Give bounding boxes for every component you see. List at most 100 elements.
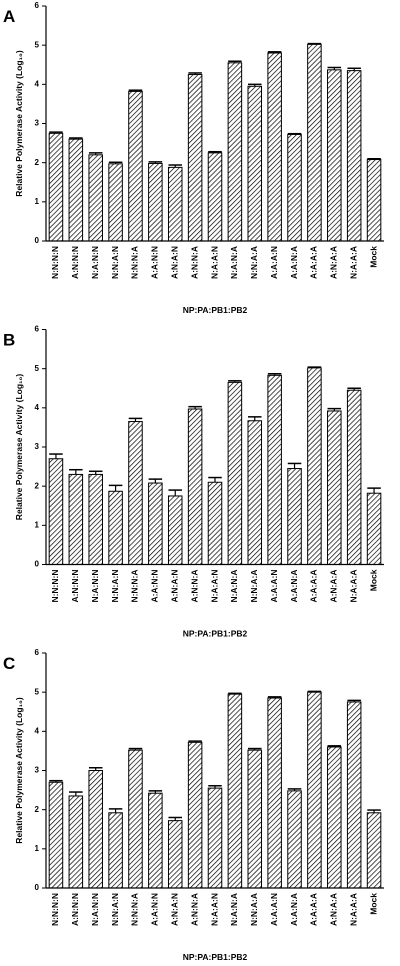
bar (287, 468, 302, 566)
y-tick-label: 1 (35, 197, 40, 206)
y-axis-label: Relative Polymerase Activity (Log₁₀) (14, 374, 24, 521)
x-tick-label: N:A:A:N (209, 246, 219, 279)
bar (287, 790, 302, 889)
bar (307, 367, 322, 566)
y-axis-label: Relative Polymerase Activity (Log₁₀) (14, 50, 24, 197)
error-bar (267, 696, 282, 699)
error-bar (128, 747, 143, 751)
x-tick-label: N:N:A:N (110, 893, 120, 926)
error-bar (208, 150, 222, 153)
bar (108, 163, 123, 242)
y-tick-label: 6 (35, 325, 40, 334)
x-tick-label: A:A:A:N (269, 893, 279, 926)
bar (167, 166, 183, 242)
x-tick-label: A:A:N:N (150, 246, 160, 279)
y-tick-label: 5 (35, 40, 40, 49)
bar (68, 473, 84, 566)
error-bar (287, 132, 302, 135)
error-bar (327, 745, 342, 747)
x-tick-label: A:N:N:A (189, 570, 199, 603)
x-tick-label: A:A:A:A (309, 246, 319, 279)
x-tick-label: N:A:N:A (229, 893, 239, 926)
y-tick-label: 0 (35, 236, 40, 245)
error-bar (327, 66, 342, 70)
y-tick-label: 1 (35, 520, 40, 529)
x-axis-label: NP:PA:PB1:PB2 (183, 305, 248, 315)
x-tick-label: A:N:N:A (189, 893, 199, 926)
bar (307, 691, 322, 889)
error-bar (267, 51, 282, 53)
error-bar (228, 60, 242, 63)
bar (108, 812, 123, 889)
error-bar (88, 470, 103, 475)
bar (346, 389, 362, 566)
error-bar (128, 89, 143, 92)
x-tick-label: N:N:N:A (130, 570, 140, 603)
bar (167, 495, 183, 565)
bar (108, 490, 123, 565)
error-bar (367, 809, 381, 813)
bar (247, 749, 263, 889)
y-tick-label: 0 (35, 560, 40, 569)
x-tick-label: A:A:A:A (309, 893, 319, 926)
bar (48, 132, 64, 242)
bar (148, 792, 163, 889)
x-tick-label: A:A:N:A (289, 893, 299, 926)
error-bar (267, 373, 282, 376)
bar (327, 746, 342, 889)
bar (187, 408, 203, 565)
error-bar (287, 788, 302, 791)
y-tick-label: 3 (35, 119, 40, 128)
y-tick-label: 2 (35, 805, 40, 814)
error-bar (168, 489, 182, 496)
x-tick-label: N:N:A:N (110, 246, 120, 279)
error-bar (108, 161, 123, 164)
y-tick-label: 5 (35, 687, 40, 696)
error-bar (148, 161, 163, 164)
y-tick-label: 4 (35, 726, 40, 735)
x-tick-label: A:A:N:N (150, 570, 160, 603)
error-bar (248, 747, 262, 751)
error-bar (228, 692, 242, 695)
y-tick-label: 2 (35, 481, 40, 490)
bar (207, 481, 223, 565)
error-bar (148, 478, 163, 484)
bar (167, 820, 183, 889)
x-tick-label: N:N:A:A (249, 570, 259, 603)
bar (287, 133, 302, 242)
error-bar (367, 487, 381, 494)
bar (187, 741, 203, 889)
error-bar (208, 785, 222, 789)
x-tick-label: N:N:N:N (50, 893, 60, 926)
y-tick-label: 0 (35, 883, 40, 892)
bar (267, 697, 282, 889)
error-bar (307, 42, 322, 45)
error-bar (49, 131, 63, 134)
bar (128, 90, 143, 242)
y-tick-label: 2 (35, 158, 40, 167)
error-bar (69, 137, 83, 140)
error-bar (88, 767, 103, 771)
panel-label: C (3, 654, 15, 673)
x-tick-label: N:N:N:A (130, 246, 140, 279)
x-tick-label: N:N:A:N (110, 570, 120, 603)
error-bar (108, 808, 123, 813)
x-tick-label: N:N:N:A (130, 893, 140, 926)
x-tick-label: A:N:A:N (169, 893, 179, 926)
error-bar (188, 405, 202, 410)
y-tick-label: 4 (35, 403, 40, 412)
x-tick-label: A:N:A:N (169, 246, 179, 279)
bar (207, 152, 223, 242)
x-tick-label: N:A:A:N (209, 570, 219, 603)
error-bar (168, 816, 182, 821)
bar (346, 701, 362, 889)
bar (148, 162, 163, 242)
x-tick-label: A:A:N:A (289, 246, 299, 279)
bar (366, 159, 382, 242)
bar (227, 381, 243, 565)
bar (148, 482, 163, 566)
error-bar (49, 779, 63, 783)
error-bar (248, 83, 262, 87)
bar (88, 154, 103, 242)
